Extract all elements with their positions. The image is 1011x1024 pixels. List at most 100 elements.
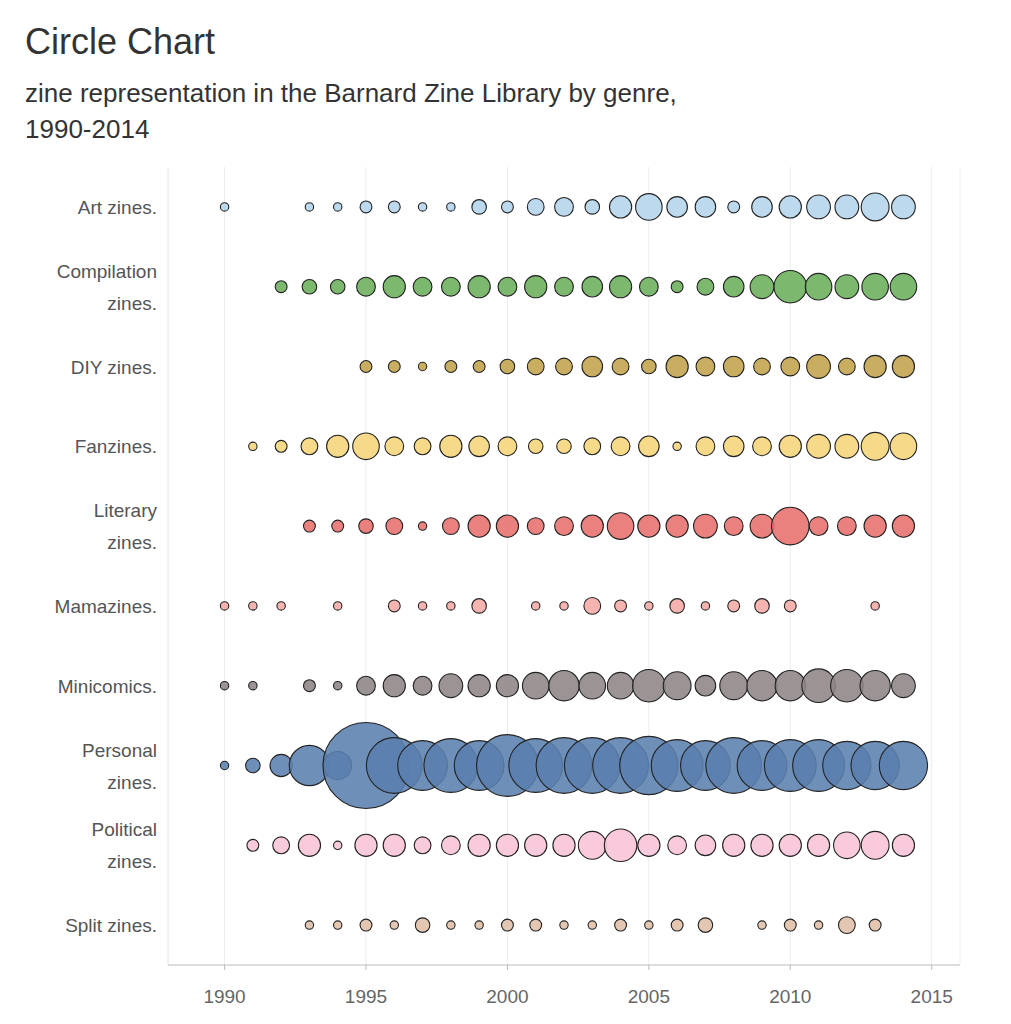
bubble <box>334 682 342 690</box>
bubble <box>696 357 715 376</box>
bubble <box>560 602 568 610</box>
bubble <box>871 602 879 610</box>
bubble <box>864 515 886 537</box>
bubble <box>638 834 660 856</box>
bubble <box>723 276 744 297</box>
bubble <box>579 672 606 699</box>
subtitle-line: 1990-2014 <box>25 114 149 144</box>
bubble <box>633 669 666 702</box>
grid-line <box>224 167 225 965</box>
bubble <box>525 834 547 856</box>
bubble <box>860 671 890 701</box>
bubble <box>578 831 606 859</box>
x-tick <box>224 965 225 970</box>
bubble <box>220 682 228 690</box>
row-label: Politicalzines. <box>92 819 157 872</box>
bubble <box>758 921 766 929</box>
bubble <box>472 200 487 215</box>
bubble <box>418 203 426 211</box>
bubble <box>527 199 544 216</box>
bubble <box>330 279 345 294</box>
bubble <box>750 514 774 538</box>
bubble <box>305 203 313 211</box>
bubble <box>671 919 683 931</box>
bubble <box>441 277 460 296</box>
bubble <box>298 834 320 856</box>
bubble <box>334 602 342 610</box>
bubble <box>247 839 259 851</box>
bubble <box>892 355 914 377</box>
row-label: Minicomics. <box>58 676 157 697</box>
bubble <box>751 834 773 856</box>
bubble <box>781 357 800 376</box>
bubble <box>359 519 374 534</box>
bubble <box>334 921 342 929</box>
bubble <box>609 276 631 298</box>
bubble <box>498 277 517 296</box>
x-tick-label: 2005 <box>628 986 670 1007</box>
bubble <box>441 836 460 855</box>
x-tick-label: 2000 <box>486 986 528 1007</box>
bubble <box>468 675 490 697</box>
bubble <box>388 600 400 612</box>
bubble <box>615 919 627 931</box>
bubble <box>442 518 459 535</box>
bubble <box>447 203 455 211</box>
bubble <box>698 918 713 933</box>
bubble <box>439 674 463 698</box>
bubble <box>723 436 744 457</box>
bubble <box>838 358 855 375</box>
row-label-line: zines. <box>107 532 157 553</box>
bubble <box>636 194 663 221</box>
bubble <box>418 362 426 370</box>
bubble <box>468 276 490 298</box>
bubble <box>671 281 683 293</box>
bubble <box>696 437 715 456</box>
bubble <box>728 600 740 612</box>
bubble <box>639 277 658 296</box>
bubble <box>447 921 455 929</box>
plot-frame-right <box>960 167 961 965</box>
row-label-line: Political <box>92 819 157 840</box>
bubble <box>273 837 290 854</box>
row-label: Fanzines. <box>75 436 157 457</box>
bubble <box>413 676 432 695</box>
bubble <box>528 439 543 454</box>
bubble <box>220 602 228 610</box>
bubble <box>415 918 430 933</box>
row-label-line: zines. <box>107 772 157 793</box>
x-tick <box>507 965 508 970</box>
row-label: Personalzines. <box>82 740 157 793</box>
bubble <box>357 277 376 296</box>
x-tick <box>790 965 791 970</box>
bubble <box>581 515 603 537</box>
bubble <box>301 438 318 455</box>
plot-frame-left <box>168 167 169 965</box>
bubble <box>584 438 601 455</box>
bubble <box>728 201 740 213</box>
bubble <box>525 276 547 298</box>
bubble <box>390 921 398 929</box>
bubble <box>473 361 485 373</box>
x-tick-label: 2015 <box>911 986 953 1007</box>
bubble <box>302 279 317 294</box>
bubble <box>604 829 637 862</box>
bubble <box>588 921 596 929</box>
bubble <box>835 275 859 299</box>
bubble <box>805 273 832 300</box>
bubble <box>784 919 796 931</box>
bubble <box>383 276 405 298</box>
bubble <box>774 270 807 303</box>
bubble <box>388 361 400 373</box>
subtitle: zine representation in the Barnard Zine … <box>25 78 677 144</box>
row-label-line: zines. <box>107 293 157 314</box>
row-label: Literaryzines. <box>94 500 158 553</box>
bubble <box>468 515 490 537</box>
bubble <box>695 835 716 856</box>
bubble <box>360 201 372 213</box>
bubble <box>892 834 914 856</box>
bubble <box>784 600 796 612</box>
bubble <box>447 602 455 610</box>
bubble <box>413 277 432 296</box>
bubble <box>779 435 801 457</box>
